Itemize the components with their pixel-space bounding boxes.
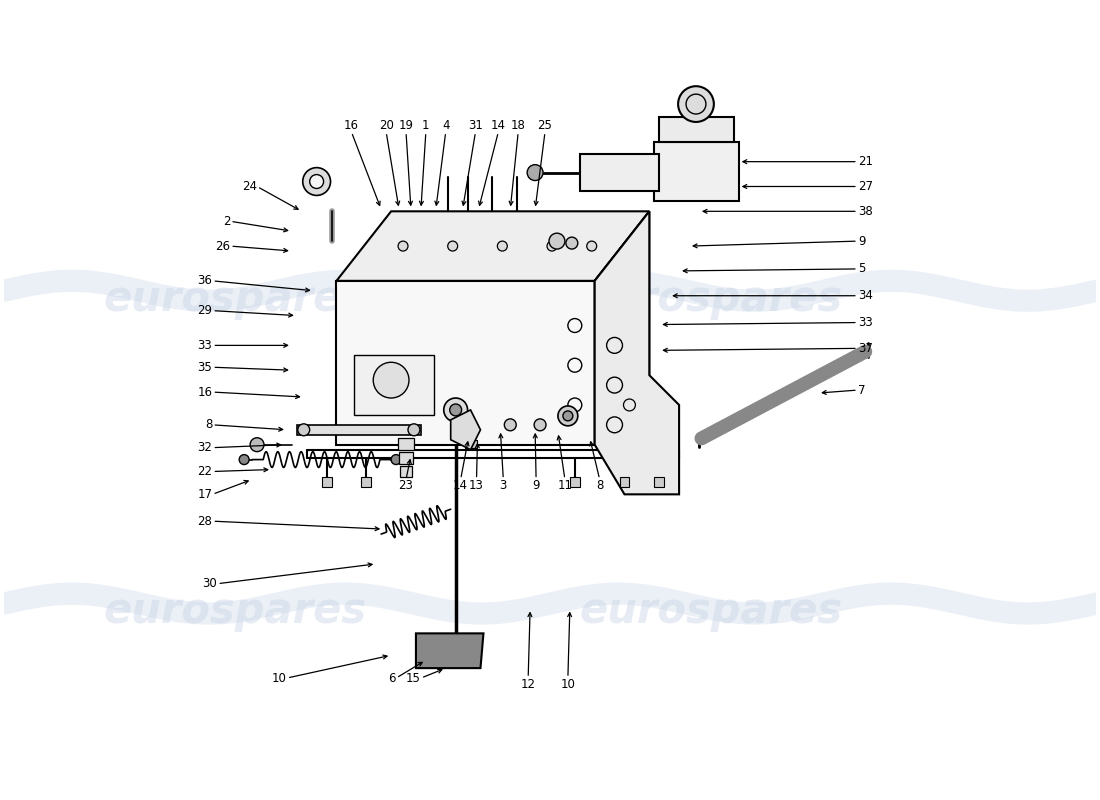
- Polygon shape: [595, 211, 649, 445]
- Text: 14: 14: [453, 479, 469, 493]
- Circle shape: [558, 406, 578, 426]
- Bar: [400, 466, 412, 478]
- Bar: [464, 440, 476, 448]
- Text: 28: 28: [198, 514, 212, 528]
- Text: eurospares: eurospares: [580, 278, 843, 320]
- Text: 8: 8: [596, 479, 603, 493]
- Text: 2: 2: [222, 214, 230, 228]
- Polygon shape: [595, 211, 679, 494]
- Circle shape: [392, 454, 402, 465]
- Text: 21: 21: [858, 155, 872, 168]
- Text: 16: 16: [197, 386, 212, 398]
- Text: 9: 9: [532, 479, 540, 493]
- Text: 11: 11: [558, 479, 572, 493]
- Polygon shape: [337, 211, 649, 281]
- Text: 22: 22: [197, 465, 212, 478]
- Text: 1: 1: [422, 119, 430, 132]
- Text: 36: 36: [198, 274, 212, 287]
- Text: 9: 9: [858, 234, 866, 248]
- Text: 31: 31: [469, 119, 483, 132]
- Text: 38: 38: [858, 205, 872, 218]
- Circle shape: [527, 165, 543, 181]
- Text: 4: 4: [442, 119, 450, 132]
- Polygon shape: [297, 425, 421, 434]
- Polygon shape: [416, 634, 484, 668]
- Circle shape: [535, 419, 546, 430]
- Text: 10: 10: [272, 671, 287, 685]
- Text: 29: 29: [197, 304, 212, 317]
- Bar: [654, 142, 739, 202]
- Bar: [654, 478, 664, 487]
- Text: 14: 14: [491, 119, 506, 132]
- Text: 20: 20: [378, 119, 394, 132]
- Polygon shape: [337, 281, 595, 445]
- Bar: [619, 478, 629, 487]
- Text: 30: 30: [202, 578, 218, 590]
- Text: 24: 24: [242, 180, 257, 193]
- Text: 12: 12: [520, 678, 536, 691]
- Text: 37: 37: [858, 342, 872, 355]
- Circle shape: [450, 404, 462, 416]
- Text: 5: 5: [858, 262, 866, 275]
- Circle shape: [298, 424, 310, 436]
- Text: 6: 6: [388, 671, 396, 685]
- Text: 27: 27: [858, 180, 872, 193]
- Circle shape: [547, 241, 557, 251]
- Bar: [354, 355, 433, 415]
- Circle shape: [398, 241, 408, 251]
- Circle shape: [443, 398, 468, 422]
- Text: 33: 33: [858, 316, 872, 329]
- Circle shape: [310, 174, 323, 189]
- Bar: [659, 117, 734, 142]
- Text: 32: 32: [198, 441, 212, 454]
- Text: 19: 19: [398, 119, 414, 132]
- Circle shape: [408, 424, 420, 436]
- Bar: [580, 154, 659, 191]
- Circle shape: [239, 454, 249, 465]
- Text: 8: 8: [205, 418, 212, 431]
- Text: 25: 25: [538, 119, 552, 132]
- Circle shape: [563, 411, 573, 421]
- Bar: [399, 452, 412, 463]
- Circle shape: [586, 241, 596, 251]
- Circle shape: [373, 362, 409, 398]
- Text: 34: 34: [858, 290, 872, 302]
- Text: eurospares: eurospares: [103, 278, 366, 320]
- Text: 15: 15: [406, 671, 421, 685]
- Text: eurospares: eurospares: [103, 590, 366, 633]
- Text: 16: 16: [344, 119, 359, 132]
- Polygon shape: [451, 410, 481, 450]
- Text: eurospares: eurospares: [580, 590, 843, 633]
- Text: 26: 26: [216, 239, 230, 253]
- Text: 13: 13: [469, 479, 484, 493]
- Text: 23: 23: [398, 479, 414, 493]
- Circle shape: [565, 237, 578, 249]
- Circle shape: [504, 419, 516, 430]
- Circle shape: [678, 86, 714, 122]
- Circle shape: [448, 241, 458, 251]
- Text: 10: 10: [560, 678, 575, 691]
- Bar: [361, 478, 372, 487]
- Bar: [570, 478, 580, 487]
- Circle shape: [302, 168, 330, 195]
- Text: 17: 17: [197, 488, 212, 501]
- Text: 33: 33: [198, 339, 212, 352]
- Circle shape: [497, 241, 507, 251]
- Bar: [321, 478, 331, 487]
- Text: 7: 7: [858, 383, 866, 397]
- Bar: [398, 438, 414, 450]
- Circle shape: [250, 438, 264, 452]
- Circle shape: [549, 233, 565, 249]
- Text: 35: 35: [198, 361, 212, 374]
- Text: 3: 3: [499, 479, 507, 493]
- Text: 18: 18: [510, 119, 526, 132]
